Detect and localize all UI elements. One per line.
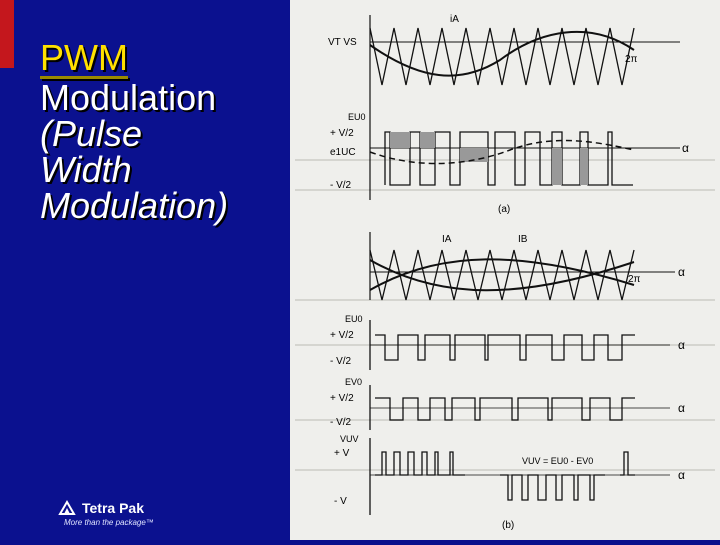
title-pulse: (Pulse (40, 113, 143, 154)
label-e1uc: e1UC (330, 147, 356, 158)
label-plus-v: + V (334, 448, 350, 459)
alpha-label-b: α (678, 265, 685, 279)
title-panel: PWM Modulation (Pulse Width Modulation) … (0, 0, 290, 540)
alpha-label-e: α (678, 468, 685, 482)
label-ev0: EV0 (345, 377, 362, 387)
pwm-waveform-figure: iA VT VS 2π EU0 + V/2 e1UC - V/2 (a) α I… (290, 0, 720, 540)
title-modulation-close: Modulation) (40, 185, 229, 226)
label-minus-v2-c: - V/2 (330, 417, 352, 428)
label-eu0: EU0 (348, 112, 366, 122)
waveform-diagram: iA VT VS 2π EU0 + V/2 e1UC - V/2 (a) α I… (295, 14, 715, 531)
title-pwm: PWM (40, 37, 128, 78)
logo-tagline: More than the package™ (64, 518, 154, 527)
eu0-waveform (369, 320, 670, 370)
label-2pi-b: 2π (628, 274, 641, 285)
label-vuv-equation: VUV = EU0 - EV0 (522, 456, 593, 466)
label-ia: iA (450, 14, 459, 25)
alpha-label-d: α (678, 401, 685, 415)
title-modulation: Modulation (40, 77, 217, 118)
label-minus-v2-b: - V/2 (330, 356, 352, 367)
label-plus-v2-b: + V/2 (330, 330, 354, 341)
title-width: Width (40, 149, 132, 190)
alpha-label-c: α (678, 338, 685, 352)
label-minus-v: - V (334, 496, 347, 507)
label-ia-b: IA (442, 234, 452, 245)
label-ib-b: IB (518, 234, 528, 245)
slide-title: PWM Modulation (Pulse Width Modulation) (40, 40, 228, 224)
caption-b: (b) (502, 520, 514, 531)
panel-a (369, 15, 680, 200)
ev0-waveform (369, 385, 670, 430)
label-vt-vs: VT VS (328, 37, 357, 48)
label-minus-v2: - V/2 (330, 180, 352, 191)
accent-bar (0, 0, 14, 68)
alpha-label-a: α (682, 141, 689, 155)
label-plus-v2: + V/2 (330, 128, 354, 139)
caption-a: (a) (498, 204, 510, 215)
panel-b-carrier (369, 232, 675, 301)
logo-brand: Tetra Pak (82, 500, 144, 516)
label-2pi-a: 2π (625, 54, 638, 65)
label-plus-v2-c: + V/2 (330, 393, 354, 404)
vuv-waveform (369, 438, 670, 515)
tetra-pak-icon (58, 500, 76, 515)
label-vuv: VUV (340, 434, 359, 444)
label-eu0-b: EU0 (345, 314, 363, 324)
tetra-pak-logo: Tetra Pak More than the package™ (58, 500, 154, 527)
